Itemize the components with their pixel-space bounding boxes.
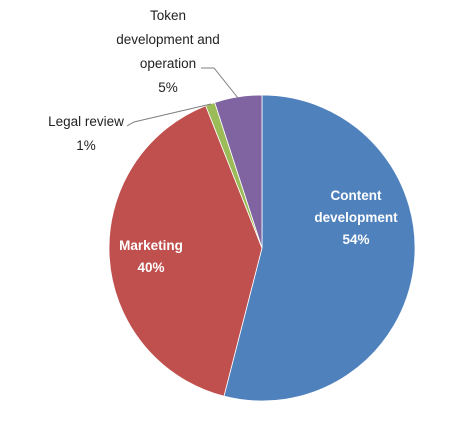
data-label-legal-review: Legal review 1% xyxy=(48,114,124,153)
data-label-name: development and xyxy=(116,32,220,47)
data-label-name: Marketing xyxy=(119,238,183,253)
pie-slice-marketing xyxy=(108,105,263,397)
data-label-content-development: Content development 54% xyxy=(314,188,398,247)
data-label-name: Legal review xyxy=(48,114,124,129)
data-label-name: operation xyxy=(140,56,196,71)
pie-slice-token-development xyxy=(214,94,263,249)
data-label-value: 1% xyxy=(76,138,96,153)
pie-slices xyxy=(108,94,416,402)
data-label-token-development: Token development and operation 5% xyxy=(116,8,220,95)
leader-line-token-development xyxy=(201,67,239,99)
data-label-value: 40% xyxy=(137,260,164,275)
data-label-value: 5% xyxy=(158,80,178,95)
leader-lines xyxy=(126,67,239,127)
data-label-name: Token xyxy=(150,8,186,23)
leader-line-legal-review xyxy=(126,103,212,127)
data-labels: Content development 54% Marketing 40% Legal r… xyxy=(48,8,398,275)
data-label-name: Content xyxy=(331,188,382,203)
pie-slice-content-development xyxy=(223,94,416,402)
data-label-marketing: Marketing 40% xyxy=(119,238,183,275)
data-label-name: development xyxy=(314,210,398,225)
data-label-value: 54% xyxy=(342,232,369,247)
